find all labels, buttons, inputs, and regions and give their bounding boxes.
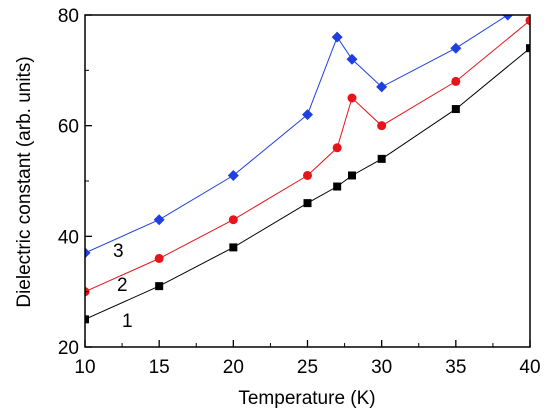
series-label-1: 1 — [122, 311, 133, 332]
x-tick-label-10: 10 — [74, 357, 95, 378]
series-line-2 — [85, 20, 530, 293]
x-tick-label-15: 15 — [149, 357, 170, 378]
series-label-3: 3 — [113, 241, 124, 262]
data-point-2-2 — [228, 215, 238, 225]
x-tick-label-35: 35 — [445, 357, 466, 378]
data-point-3-8 — [502, 15, 514, 21]
data-point-3-5 — [346, 53, 358, 65]
data-point-2-5 — [347, 93, 357, 103]
data-point-3-1 — [153, 214, 165, 226]
data-point-3-7 — [450, 42, 462, 54]
series-label-2: 2 — [117, 275, 128, 296]
plot-frame — [84, 14, 531, 348]
x-tick-label-25: 25 — [297, 357, 318, 378]
data-point-2-6 — [377, 121, 387, 131]
plot-area — [85, 15, 530, 324]
y-axis-title: Dielectric constant (arb. units) — [14, 56, 35, 307]
data-point-1-4 — [333, 182, 342, 191]
data-point-2-4 — [332, 143, 342, 153]
data-point-1-2 — [229, 243, 238, 252]
series-2 — [85, 16, 530, 297]
series-line-1 — [85, 47, 530, 320]
data-point-2-7 — [451, 76, 461, 86]
y-tick-label-20: 20 — [58, 338, 79, 359]
y-tick-label-60: 60 — [58, 117, 79, 138]
data-point-1-0 — [85, 315, 89, 324]
data-point-3-4 — [331, 31, 343, 43]
series-3 — [85, 15, 514, 259]
y-tick-label-80: 80 — [58, 6, 79, 27]
data-point-3-0 — [85, 247, 91, 259]
x-tick-label-20: 20 — [223, 357, 244, 378]
data-point-3-6 — [376, 81, 388, 93]
data-point-1-3 — [303, 199, 312, 208]
x-tick-label-30: 30 — [371, 357, 392, 378]
data-point-3-3 — [302, 109, 313, 121]
series-1 — [85, 44, 530, 324]
data-point-2-3 — [303, 170, 312, 180]
data-point-1-8 — [526, 44, 530, 53]
series-layer — [85, 15, 530, 324]
data-point-2-1 — [154, 253, 164, 263]
data-point-1-1 — [155, 282, 164, 291]
data-point-3-2 — [227, 169, 239, 181]
series-line-3 — [85, 15, 509, 254]
data-point-2-8 — [525, 16, 530, 26]
x-axis-title: Temperature (K) — [238, 388, 375, 409]
data-point-1-6 — [377, 154, 386, 163]
y-tick-label-40: 40 — [58, 227, 79, 248]
data-point-1-7 — [451, 105, 460, 114]
x-tick-label-40: 40 — [519, 357, 540, 378]
data-point-1-5 — [348, 171, 356, 180]
axes-layer: 1 2 3 10 15 20 25 30 35 40 20 40 60 80 — [58, 6, 541, 378]
